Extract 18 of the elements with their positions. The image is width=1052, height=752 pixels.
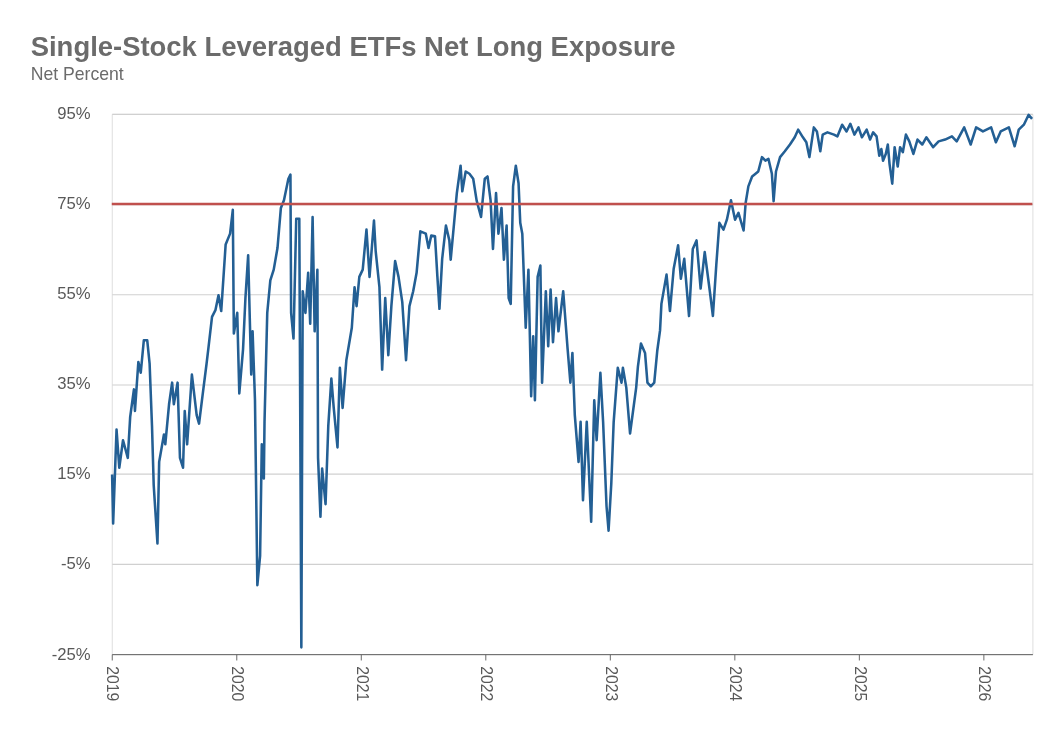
x-tick-label: 2020	[228, 666, 246, 702]
y-tick-label: -5%	[61, 554, 91, 574]
x-tick-label: 2024	[726, 666, 744, 702]
y-tick-label: 35%	[57, 374, 91, 394]
x-tick-label: 2025	[851, 666, 869, 702]
x-tick-label: 2019	[104, 666, 122, 702]
x-tick-label: 2023	[602, 666, 620, 702]
y-tick-label: 95%	[57, 104, 91, 124]
y-tick-label: -25%	[51, 644, 91, 664]
x-tick-label: 2026	[976, 666, 994, 702]
y-tick-label: 55%	[57, 284, 91, 304]
y-tick-label: 75%	[57, 194, 91, 214]
chart-subtitle: Net Percent	[30, 63, 124, 84]
y-tick-label: 15%	[57, 464, 91, 484]
x-tick-label: 2021	[353, 666, 371, 702]
chart-title: Single-Stock Leveraged ETFs Net Long Exposure	[30, 31, 676, 63]
x-tick-label: 2022	[478, 666, 496, 702]
line-series	[110, 113, 1034, 649]
